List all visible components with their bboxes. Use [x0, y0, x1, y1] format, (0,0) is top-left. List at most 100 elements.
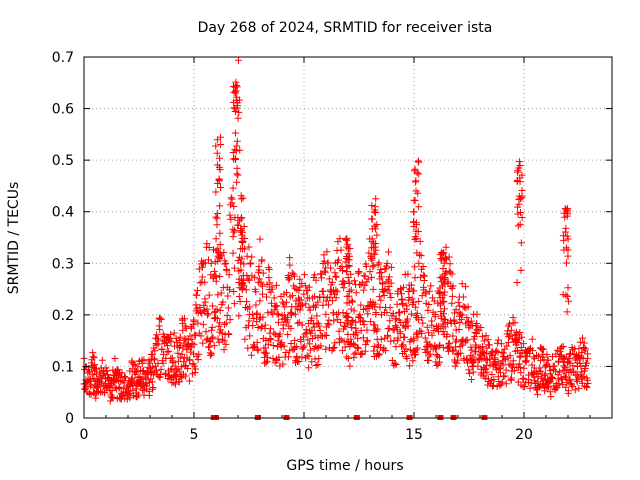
data-point	[410, 196, 418, 204]
data-point	[235, 267, 243, 275]
data-point	[216, 319, 224, 327]
data-point	[439, 344, 447, 352]
data-point	[114, 365, 122, 373]
data-point	[300, 290, 308, 298]
data-point	[449, 347, 457, 355]
data-point	[463, 336, 471, 344]
data-point	[297, 337, 305, 345]
data-point	[313, 344, 321, 352]
data-point	[264, 309, 272, 317]
data-point	[230, 98, 238, 106]
data-point	[262, 336, 270, 344]
data-point	[315, 354, 323, 362]
data-point	[494, 358, 502, 366]
data-point	[546, 370, 554, 378]
data-point	[224, 292, 232, 300]
data-point	[272, 302, 280, 310]
data-point	[274, 311, 282, 319]
data-point	[235, 217, 243, 225]
data-point	[529, 347, 537, 355]
data-point	[418, 314, 426, 322]
data-point	[368, 201, 376, 209]
data-point	[165, 347, 173, 355]
x-axis-label: GPS time / hours	[286, 458, 403, 474]
data-point	[313, 312, 321, 320]
data-point	[225, 271, 233, 279]
data-point	[332, 272, 340, 280]
data-point	[435, 342, 443, 350]
data-point	[474, 362, 482, 370]
data-point	[439, 328, 447, 336]
data-point	[223, 312, 231, 320]
data-point	[490, 382, 498, 390]
data-point	[321, 267, 329, 275]
data-point	[290, 272, 298, 280]
data-point	[214, 210, 222, 218]
data-point	[194, 319, 202, 327]
data-point	[393, 300, 401, 308]
data-point	[481, 374, 489, 382]
x-axis-ticks: 0 5 10 15 20	[80, 57, 613, 443]
data-point	[520, 364, 528, 372]
data-point	[86, 375, 94, 383]
data-point	[392, 360, 400, 368]
data-point	[327, 264, 335, 272]
data-point	[562, 224, 570, 232]
data-point	[216, 272, 224, 280]
data-point	[208, 350, 216, 358]
data-point	[335, 335, 343, 343]
data-point	[300, 271, 308, 279]
data-point	[90, 354, 98, 362]
data-point	[342, 236, 350, 244]
data-point	[379, 280, 387, 288]
data-point	[230, 203, 238, 211]
data-point	[84, 369, 92, 377]
data-point	[233, 93, 241, 101]
data-point	[534, 373, 542, 381]
data-point	[564, 205, 572, 213]
data-point	[462, 336, 470, 344]
data-point	[254, 346, 262, 354]
data-point	[428, 331, 436, 339]
data-point	[518, 186, 526, 194]
data-point	[424, 341, 432, 349]
data-point	[248, 253, 256, 261]
data-point	[298, 321, 306, 329]
data-point	[263, 293, 271, 301]
data-point	[346, 362, 354, 370]
data-point	[104, 371, 112, 379]
data-point	[247, 260, 255, 268]
data-point	[436, 358, 444, 366]
data-point	[243, 252, 251, 260]
data-point	[315, 322, 323, 330]
data-point	[515, 360, 523, 368]
data-point	[217, 140, 225, 148]
data-point	[511, 332, 519, 340]
data-point	[295, 358, 303, 366]
data-point	[205, 343, 213, 351]
data-point	[583, 383, 591, 391]
data-point	[454, 356, 462, 364]
data-point	[268, 299, 276, 307]
data-point	[451, 309, 459, 317]
data-point	[231, 129, 239, 137]
data-point	[428, 321, 436, 329]
data-point	[98, 356, 106, 364]
data-point	[560, 246, 568, 254]
data-point	[210, 342, 218, 350]
data-point	[296, 275, 304, 283]
data-point	[215, 175, 223, 183]
data-point	[332, 273, 340, 281]
data-point	[488, 371, 496, 379]
data-point	[432, 345, 440, 353]
data-point	[163, 348, 171, 356]
data-point	[206, 338, 214, 346]
data-point	[404, 270, 412, 278]
data-point	[498, 378, 506, 386]
data-point	[280, 342, 288, 350]
data-point	[323, 248, 331, 256]
data-point	[224, 304, 232, 312]
data-point	[258, 282, 266, 290]
data-point	[377, 296, 385, 304]
data-point	[516, 174, 524, 182]
